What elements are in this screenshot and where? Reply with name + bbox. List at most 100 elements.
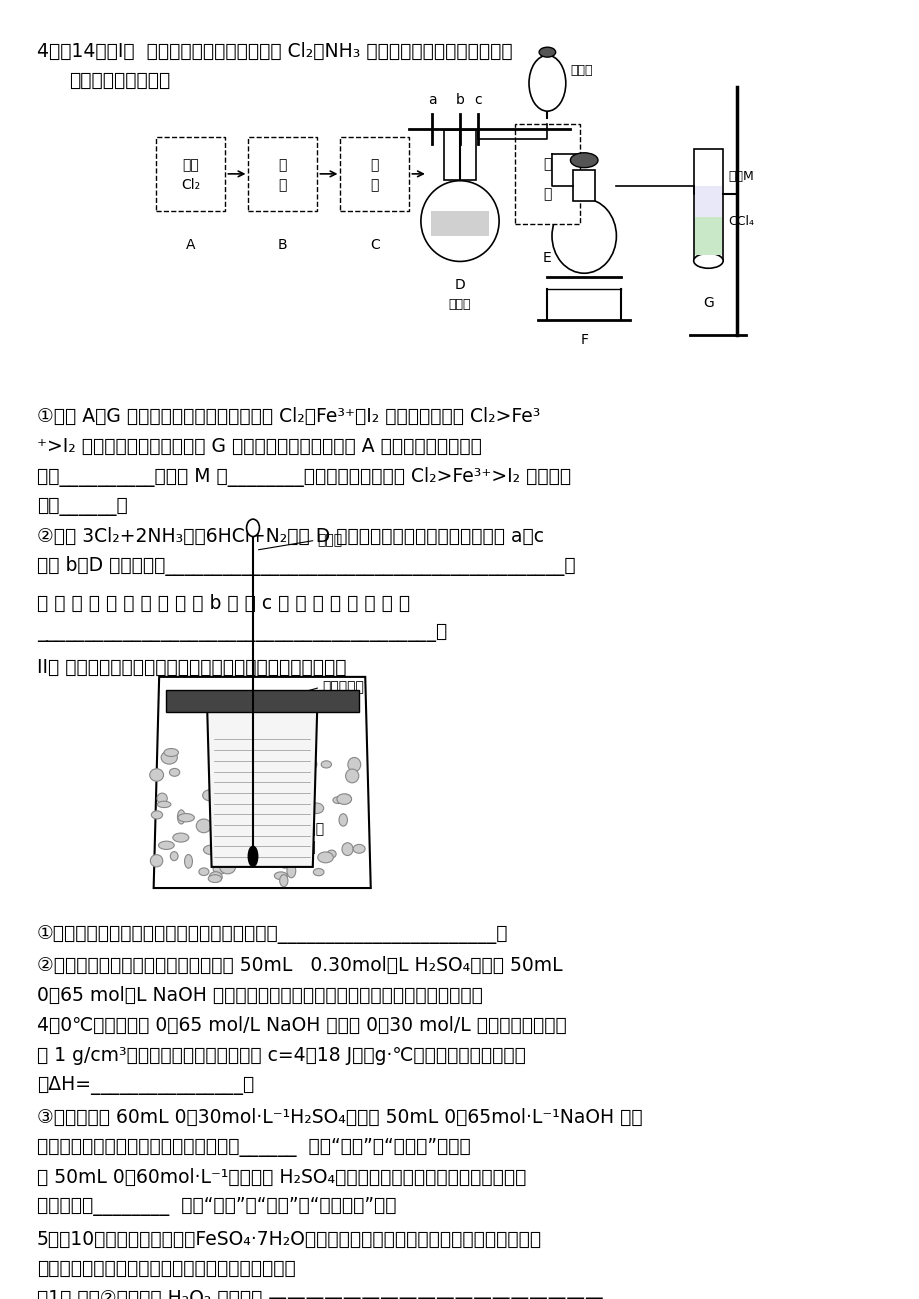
Text: ⁺>I₂ （实验中不断地小心振荡 G 装置中的试管）。请写出 A 中发生反应的离子方: ⁺>I₂ （实验中不断地小心振荡 G 装置中的试管）。请写出 A 中发生反应的离… [37,438,482,456]
Ellipse shape [292,776,302,788]
Text: A: A [186,239,196,252]
Text: 热ΔH=________________，: 热ΔH=________________， [37,1076,254,1095]
Text: 燥: 燥 [370,178,379,192]
Ellipse shape [338,813,347,826]
Ellipse shape [539,47,555,57]
Ellipse shape [290,803,299,812]
Bar [156,136,225,212]
Ellipse shape [278,782,286,796]
Ellipse shape [347,757,360,772]
Text: Cl₂: Cl₂ [181,178,200,192]
Ellipse shape [208,874,221,882]
Text: 0．65 mol／L NaOH 溶液在小烧杯中进行中和反应，三次实验温度平均升高: 0．65 mol／L NaOH 溶液在小烧杯中进行中和反应，三次实验温度平均升高 [37,986,482,1005]
Ellipse shape [274,872,287,879]
Text: 程式__________，试剂 M 为________溶液，证明氧化性为 Cl₂>Fe³⁺>I₂ 的实验现: 程式__________，试剂 M 为________溶液，证明氧化性为 Cl₂… [37,466,571,487]
Text: C: C [369,239,380,252]
Ellipse shape [570,153,597,168]
Ellipse shape [342,843,353,856]
Polygon shape [153,677,370,889]
Ellipse shape [164,748,178,756]
Ellipse shape [327,850,335,857]
Ellipse shape [169,769,179,777]
Text: D: D [454,278,465,292]
Ellipse shape [257,848,270,856]
Text: 5．（10分）硫酸亚铁晶体（FeSO₄·7H₂O）在医药上作补血剂。某课外小组测定该补血剂: 5．（10分）硫酸亚铁晶体（FeSO₄·7H₂O）在医药上作补血剂。某课外小组测… [37,1230,541,1248]
Text: 反 应 一 段 时 间 后 ， 关 闭 b 打 开 c ， 观 察 到 的 现 象 为: 反 应 一 段 时 间 后 ， 关 闭 b 打 开 c ， 观 察 到 的 现 … [37,594,410,613]
Bar [430,212,489,236]
Text: ③实验中若用 60mL 0．30mol·L⁻¹H₂SO₄溶液跟 50mL 0．65mol·L⁻¹NaOH 溶液: ③实验中若用 60mL 0．30mol·L⁻¹H₂SO₄溶液跟 50mL 0．6… [37,1108,641,1126]
Ellipse shape [346,769,358,783]
Ellipse shape [210,804,219,817]
Ellipse shape [279,874,288,887]
Ellipse shape [226,794,240,804]
Ellipse shape [340,794,351,804]
Bar [694,186,721,217]
Ellipse shape [173,833,188,842]
Text: 象是______。: 象是______。 [37,496,128,516]
Text: 干: 干 [370,158,379,171]
Bar [248,136,317,212]
Text: 是 1 g/cm³，中和后生成溶液的比热容 c=4．18 J／（g·℃）。通过计算可得中和: 是 1 g/cm³，中和后生成溶液的比热容 c=4．18 J／（g·℃）。通过计… [37,1046,525,1065]
Bar [444,130,475,181]
Text: 化: 化 [278,178,287,192]
Bar [694,217,721,255]
Text: 净: 净 [278,158,287,171]
Text: 干: 干 [542,157,551,171]
Ellipse shape [177,813,194,822]
Ellipse shape [230,842,245,851]
Ellipse shape [262,822,269,829]
Ellipse shape [157,801,171,808]
Ellipse shape [313,869,323,876]
Ellipse shape [213,864,226,874]
Text: 泡沫塑料板: 泡沫塑料板 [322,681,364,695]
Ellipse shape [205,790,215,800]
Ellipse shape [203,846,220,855]
Circle shape [246,520,259,536]
Ellipse shape [227,752,242,763]
Ellipse shape [214,834,228,846]
Ellipse shape [177,809,185,824]
Text: ①利用 A、G 装置设计一个简单的实验验证 Cl₂、Fe³⁺、I₂ 的氧化性强弱为 Cl₂>Fe³: ①利用 A、G 装置设计一个简单的实验验证 Cl₂、Fe³⁺、I₂ 的氧化性强弱… [37,408,539,426]
Text: 试剂M: 试剂M [728,170,754,183]
Text: 生石灰: 生石灰 [448,297,471,310]
Text: c: c [474,92,482,107]
Ellipse shape [301,757,316,770]
Bar [340,136,409,212]
Ellipse shape [279,859,289,868]
Ellipse shape [317,852,333,863]
Text: a: a [427,92,437,107]
Text: 温度计: 温度计 [317,534,342,547]
Text: E: E [542,251,551,265]
Ellipse shape [333,796,343,804]
Text: 进行反应，与上述实验相比，所求中和热______  （填“相等”、“不相等”）；若: 进行反应，与上述实验相比，所求中和热______ （填“相等”、“不相等”）；若 [37,1138,470,1156]
Ellipse shape [353,844,365,853]
Text: 用 50mL 0．60mol·L⁻¹醒酸代替 H₂SO₄溶液进行上述实验，测得反应前后温度: 用 50mL 0．60mol·L⁻¹醒酸代替 H₂SO₄溶液进行上述实验，测得反… [37,1168,526,1186]
Bar [693,149,722,261]
Ellipse shape [287,864,295,878]
Bar [515,125,579,223]
Ellipse shape [693,253,722,269]
Ellipse shape [214,809,225,817]
Bar [573,170,595,201]
Text: 中铁元素的含量。实验步骤如下：请回答下列问题：: 中铁元素的含量。实验步骤如下：请回答下列问题： [37,1259,295,1278]
Ellipse shape [157,794,167,804]
Ellipse shape [286,848,301,856]
Ellipse shape [199,868,209,876]
Ellipse shape [150,769,164,781]
Ellipse shape [260,782,270,798]
Polygon shape [207,703,317,866]
Bar [165,690,358,712]
Ellipse shape [263,851,279,864]
Ellipse shape [551,199,616,273]
Text: B: B [278,239,288,252]
Text: （1） 步骤②加入过量 H₂O₂ 的目的： ——————————————————: （1） 步骤②加入过量 H₂O₂ 的目的： —————————————————— [37,1289,603,1299]
Ellipse shape [150,855,163,866]
Text: ②使用补全件器后的装置进行实验，取 50mL   0.30mol／L H₂SO₄溶液与 50mL: ②使用补全件器后的装置进行实验，取 50mL 0.30mol／L H₂SO₄溶液… [37,956,562,976]
Ellipse shape [158,842,174,850]
Text: 液氨水: 液氨水 [570,64,592,78]
Ellipse shape [336,794,351,804]
Text: 的变化値会________  （填“偏大”、“偏小”、“不受影响”）。: 的变化値会________ （填“偏大”、“偏小”、“不受影响”）。 [37,1198,396,1216]
Text: G: G [702,296,713,309]
Ellipse shape [152,811,163,818]
Text: 制取: 制取 [182,158,199,171]
